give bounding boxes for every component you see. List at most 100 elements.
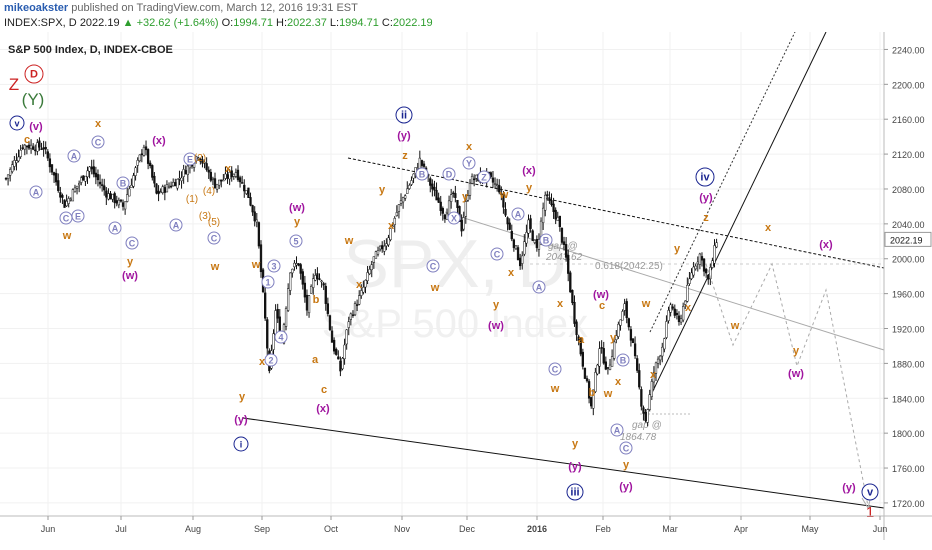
candle-body [696, 261, 699, 265]
candle-body [560, 227, 564, 243]
wave-circle-grey-b4-circle [447, 211, 461, 225]
candle-body [351, 314, 355, 316]
candle-body [199, 158, 202, 162]
wave-circle-grey-b5-circle [426, 259, 440, 273]
candle-body [711, 260, 714, 268]
candle-body [366, 272, 369, 281]
candle-body [702, 258, 706, 272]
candle-body [109, 193, 112, 200]
last-price-label: 2022.19 [890, 235, 923, 245]
candle-body [663, 338, 666, 350]
wave-circle-C3-circle [619, 441, 633, 455]
candle-body [157, 190, 160, 195]
wave-label-y7: y [526, 182, 533, 194]
candle-body [355, 304, 359, 306]
wave-label-y11: y [674, 243, 681, 255]
candle-body [462, 217, 465, 230]
wave-label-a1: a [312, 354, 319, 366]
candle-body [608, 364, 612, 370]
candle-body [558, 215, 562, 227]
candle-body [36, 142, 39, 152]
candle-body [343, 344, 346, 360]
wave-circle-grey-2-circle [116, 176, 130, 190]
wave-label-Y: (Y) [22, 90, 45, 109]
candle-body [146, 149, 150, 164]
candle-body [550, 200, 553, 205]
wave-circle-C3: C [623, 444, 630, 454]
candle-body [573, 301, 576, 324]
candle-body [523, 241, 526, 255]
candle-body [358, 295, 361, 305]
candle-body [291, 268, 294, 274]
candle-body [556, 217, 559, 222]
candle-body [636, 358, 639, 371]
x-tick-label: Feb [595, 524, 611, 534]
candle-body [667, 310, 670, 321]
wave-circle-grey-1-circle [91, 135, 105, 149]
candle-body [318, 278, 321, 280]
upper-dotted-trendline [347, 157, 885, 269]
wave-circle-2: 2 [268, 356, 273, 366]
candle-body [516, 247, 520, 261]
candle-body [130, 184, 133, 188]
candle-body [255, 219, 258, 223]
candle-body [320, 280, 323, 283]
candle-body [92, 166, 95, 175]
candle-body [11, 164, 14, 172]
candle-body [604, 361, 607, 370]
candle-body [159, 191, 162, 194]
candle-body [594, 372, 597, 392]
candle-body [337, 356, 340, 360]
candle-body [383, 245, 386, 252]
candle-body [174, 182, 177, 187]
candle-body [75, 185, 79, 189]
candle-body [222, 179, 225, 182]
candle-body [297, 263, 300, 266]
candle-body [590, 397, 593, 407]
x-tick-label: Oct [324, 524, 339, 534]
candle-body [452, 192, 455, 195]
candle-body [236, 169, 240, 181]
candle-body [169, 185, 173, 188]
candle-body [592, 389, 595, 409]
wave-label-y3: y [294, 216, 301, 228]
candle-body [408, 185, 411, 189]
candle-body [266, 319, 269, 349]
wave-label-a2: a [578, 334, 585, 346]
candle-body [374, 251, 378, 259]
publish-text: published on TradingView.com, March 12, … [71, 2, 358, 14]
candle-body [144, 146, 148, 151]
high-value: 2022.37 [287, 17, 327, 29]
x-tick-label: Dec [459, 524, 476, 534]
y-tick-label: 1840.00 [892, 394, 925, 404]
candle-body [38, 140, 41, 148]
candle-body [295, 263, 298, 266]
wave-label-y-paren2: (y) [397, 130, 411, 142]
open-value: 1994.71 [233, 17, 273, 29]
wave-circle-grey-5: E [75, 212, 81, 222]
wave-label-i-circle [233, 436, 249, 452]
candle-body [345, 329, 348, 345]
wave-circle-grey-b8-circle [532, 280, 546, 294]
candle-body [339, 360, 342, 372]
candle-body [63, 199, 66, 208]
author-name[interactable]: mikeoakster [4, 2, 69, 14]
candle-body [376, 250, 380, 255]
wave-label-v-paren: (v) [29, 121, 43, 133]
price-chart[interactable]: SPX, D S&P 500 Index 0.618(2042.25)gap @… [0, 32, 932, 550]
candle-body [500, 193, 503, 195]
candle-body [57, 180, 60, 191]
candle-body [527, 219, 530, 234]
candle-body [602, 348, 605, 364]
wave-label-x6: x [466, 141, 473, 153]
candle-body [579, 338, 582, 355]
candle-body [456, 199, 459, 208]
y-tick-label: 1760.00 [892, 464, 925, 474]
wave-label-y10: y [623, 459, 630, 471]
candle-body [167, 185, 171, 188]
candle-body [575, 321, 578, 336]
candle-body [441, 208, 444, 214]
candle-body [119, 199, 123, 202]
wave-circle-4: 4 [278, 333, 283, 343]
x-tick-label: May [801, 524, 819, 534]
